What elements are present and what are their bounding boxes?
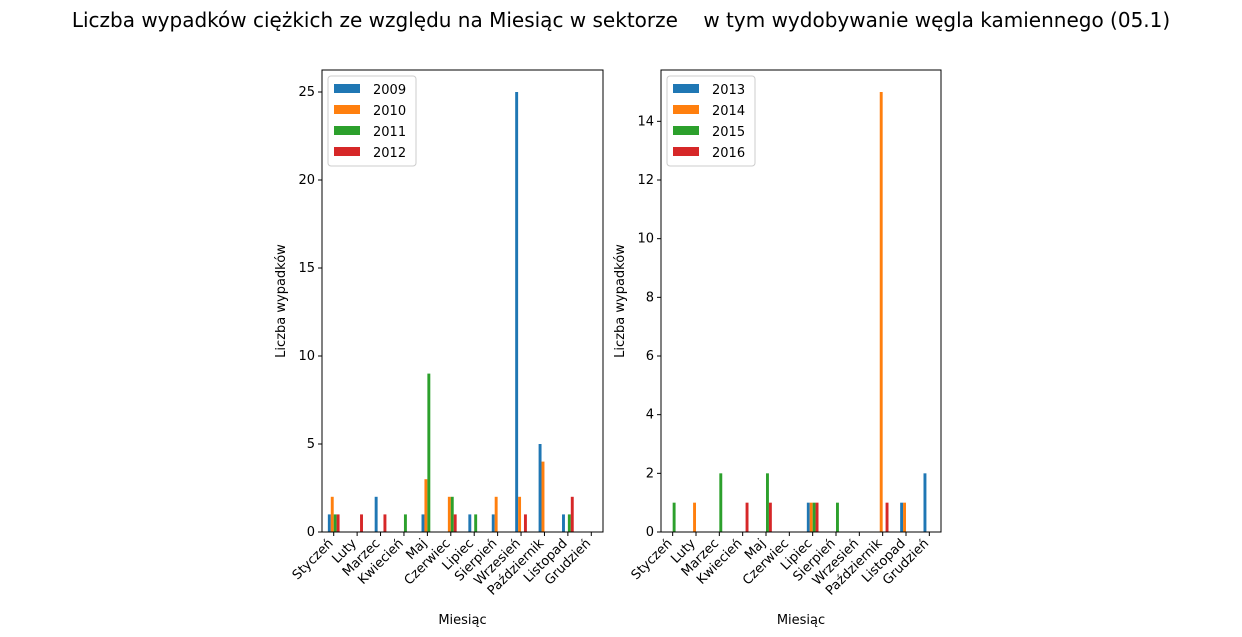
legend-swatch-2012 <box>334 147 360 156</box>
legend: 2013 2014 2015 2016 <box>666 75 756 167</box>
legend-label-2012: 2012 <box>373 146 406 161</box>
bar-2009-Sierpień <box>491 514 495 532</box>
legend-label-2015: 2015 <box>712 125 745 140</box>
y-tick-label: 8 <box>646 290 654 305</box>
y-tick-label: 2 <box>646 466 654 481</box>
chart-title: Liczba wypadków ciężkich ze względu na M… <box>71 8 1171 32</box>
bar-2010-Styczeń <box>330 496 334 532</box>
y-tick-label: 15 <box>298 261 315 276</box>
bar-2010-Czerwiec <box>447 496 451 532</box>
bar-2009-Maj <box>421 514 425 532</box>
bar-2011-Maj <box>427 373 431 532</box>
bar-2015-Marzec <box>719 473 723 532</box>
legend-label-2011: 2011 <box>373 125 406 140</box>
bar-2011-Listopad <box>567 514 571 532</box>
subplot-2: 02468101214StyczeńLutyMarzecKwiecieńMajC… <box>613 69 942 628</box>
y-tick-label: 14 <box>637 114 654 129</box>
bar-2012-Listopad <box>570 496 574 532</box>
bar-2011-Kwiecień <box>403 514 407 532</box>
legend: 2009 2010 2011 2012 <box>327 75 417 167</box>
bar-2009-Październik <box>538 444 542 532</box>
x-axis-label: Miesiąc <box>777 613 825 628</box>
y-tick-label: 6 <box>646 349 654 364</box>
bar-2013-Lipiec <box>806 502 810 532</box>
bar-2012-Luty <box>360 514 363 532</box>
y-axis-label: Liczba wypadków <box>274 244 289 358</box>
bar-2012-Wrzesień <box>523 514 527 532</box>
bar-2015-Maj <box>766 473 769 532</box>
bar-2010-Wrzesień <box>518 496 522 532</box>
bar-2015-Sierpień <box>836 502 839 532</box>
bar-2010-Sierpień <box>494 496 498 532</box>
y-tick-label: 0 <box>307 525 315 540</box>
y-axis-label: Liczba wypadków <box>613 244 628 358</box>
bar-2011-Lipiec <box>474 514 478 532</box>
legend-swatch-2013 <box>673 84 699 93</box>
bar-2009-Listopad <box>562 514 565 532</box>
bar-2016-Maj <box>768 502 772 532</box>
axes-frame <box>321 69 604 533</box>
bar-2009-Wrzesień <box>515 92 519 532</box>
x-tick-label: Styczeń <box>290 536 337 583</box>
y-tick-label: 4 <box>646 408 654 423</box>
legend-swatch-2016 <box>673 147 699 156</box>
legend-label-2013: 2013 <box>712 83 745 98</box>
legend-label-2009: 2009 <box>373 83 406 98</box>
legend-swatch-2014 <box>673 105 699 114</box>
bar-2014-Lipiec <box>809 502 813 532</box>
y-tick-label: 10 <box>298 349 315 364</box>
legend-swatch-2010 <box>334 105 360 114</box>
legend-swatch-2015 <box>673 126 699 135</box>
bar-2009-Marzec <box>374 496 378 532</box>
bar-2016-Październik <box>885 502 889 532</box>
bar-2015-Lipiec <box>812 502 816 532</box>
subplot-1: 0510152025StyczeńLutyMarzecKwiecieńMajCz… <box>274 69 604 628</box>
bar-2010-Październik <box>541 461 545 532</box>
axes-frame <box>660 69 942 533</box>
x-axis-label: Miesiąc <box>438 613 486 628</box>
bar-2014-Luty <box>693 502 696 532</box>
legend-label-2016: 2016 <box>712 146 745 161</box>
bar-2015-Styczeń <box>672 502 676 532</box>
bar-2013-Listopad <box>900 502 904 532</box>
legend-swatch-2009 <box>334 84 360 93</box>
legend-swatch-2011 <box>334 126 360 135</box>
bar-2010-Maj <box>424 479 428 532</box>
y-tick-label: 20 <box>298 173 315 188</box>
bar-2014-Listopad <box>903 502 906 532</box>
x-tick-label: Styczeń <box>629 536 676 583</box>
bar-2009-Lipiec <box>468 514 472 532</box>
bar-2012-Styczeń <box>336 514 340 532</box>
bar-2016-Lipiec <box>815 502 819 532</box>
bar-2014-Październik <box>879 92 883 532</box>
legend-box <box>666 75 756 167</box>
y-tick-label: 12 <box>637 173 654 188</box>
bar-2009-Styczeń <box>327 514 331 532</box>
legend-label-2010: 2010 <box>373 104 406 119</box>
bar-2012-Czerwiec <box>453 514 457 532</box>
legend-box <box>327 75 417 167</box>
bar-2012-Marzec <box>383 514 387 532</box>
legend-label-2014: 2014 <box>712 104 745 119</box>
bar-2011-Styczeń <box>333 514 337 532</box>
y-tick-label: 0 <box>646 525 654 540</box>
bar-2011-Czerwiec <box>450 496 454 532</box>
y-tick-label: 5 <box>307 437 315 452</box>
y-tick-label: 10 <box>637 232 654 247</box>
bar-2013-Grudzień <box>923 473 927 532</box>
y-tick-label: 25 <box>298 85 315 100</box>
bar-2016-Kwiecień <box>745 502 749 532</box>
